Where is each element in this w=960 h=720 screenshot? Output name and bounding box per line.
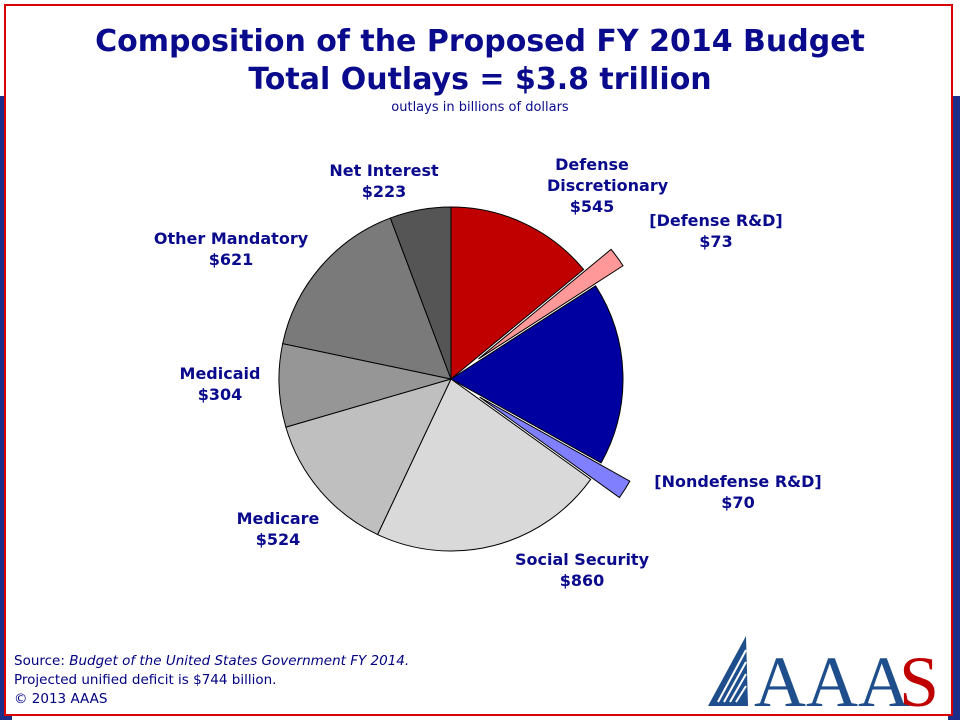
chart-title-line-2: Total Outlays = $3.8 trillion <box>248 62 712 97</box>
pie-slice-nondefense-discretionary <box>450 285 624 464</box>
label-other-mandatory-value: $621 <box>208 250 254 269</box>
label-net-interest-value: $223 <box>361 182 407 201</box>
copyright-note: © 2013 AAAS <box>14 691 108 707</box>
label-defense-discretionary-value: $545 <box>569 197 615 216</box>
aaas-logo-mark <box>708 636 748 706</box>
label-social-security-value: $860 <box>559 571 605 590</box>
pie-slice-other-mandatory <box>282 217 452 380</box>
pie-slice-defense-r-d <box>478 248 624 360</box>
pie-slice-medicare <box>285 378 452 536</box>
slide-frame <box>4 4 953 716</box>
deficit-note: Projected unified deficit is $744 billio… <box>14 672 277 688</box>
label-social-security-name: Social Security <box>514 550 650 569</box>
label-defense-rnd-name: [Defense R&D] <box>649 211 783 230</box>
aaas-logo-text: AAA <box>754 642 910 710</box>
chart-subtitle: outlays in billions of dollars <box>391 100 569 115</box>
label-defense-rnd-value: $73 <box>699 232 733 251</box>
label-other-mandatory: Other Mandatory $621 <box>146 228 316 270</box>
chart-title-line-1: Composition of the Proposed FY 2014 Budg… <box>95 24 865 59</box>
label-medicaid-value: $304 <box>197 385 243 404</box>
label-nondefense-rnd-name: [Nondefense R&D] <box>654 472 822 491</box>
label-medicare-value: $524 <box>255 530 301 549</box>
label-nondefense-rnd: [Nondefense R&D] $70 <box>654 471 822 513</box>
label-other-mandatory-name: Other Mandatory <box>153 229 309 248</box>
label-net-interest: Net Interest $223 <box>318 160 450 202</box>
aaas-logo: AAA S <box>708 636 939 710</box>
label-medicaid-name: Medicaid <box>179 364 261 383</box>
source-prefix: Source: <box>14 653 70 669</box>
pie-slice-nondefense-r-d <box>479 396 631 499</box>
label-defense-discretionary: Defense Discretionary $545 <box>530 154 669 217</box>
label-defense-discretionary-name: Defense Discretionary <box>547 155 669 195</box>
label-nondefense-rnd-value: $70 <box>721 493 755 512</box>
pie-slice-defense-discretionary <box>450 206 585 381</box>
label-net-interest-name: Net Interest <box>329 161 439 180</box>
label-medicaid: Medicaid $304 <box>170 363 270 405</box>
aaas-logo-s: S <box>899 642 939 710</box>
pie-slice-net-interest <box>389 206 452 380</box>
label-social-security: Social Security $860 <box>508 549 656 591</box>
source-title: Budget of the United States Government F… <box>69 653 410 669</box>
label-defense-rnd: [Defense R&D] $73 <box>646 210 786 252</box>
source-note: Source: Budget of the United States Gove… <box>14 652 409 670</box>
label-medicare: Medicare $524 <box>228 508 328 550</box>
label-medicare-name: Medicare <box>236 509 320 528</box>
